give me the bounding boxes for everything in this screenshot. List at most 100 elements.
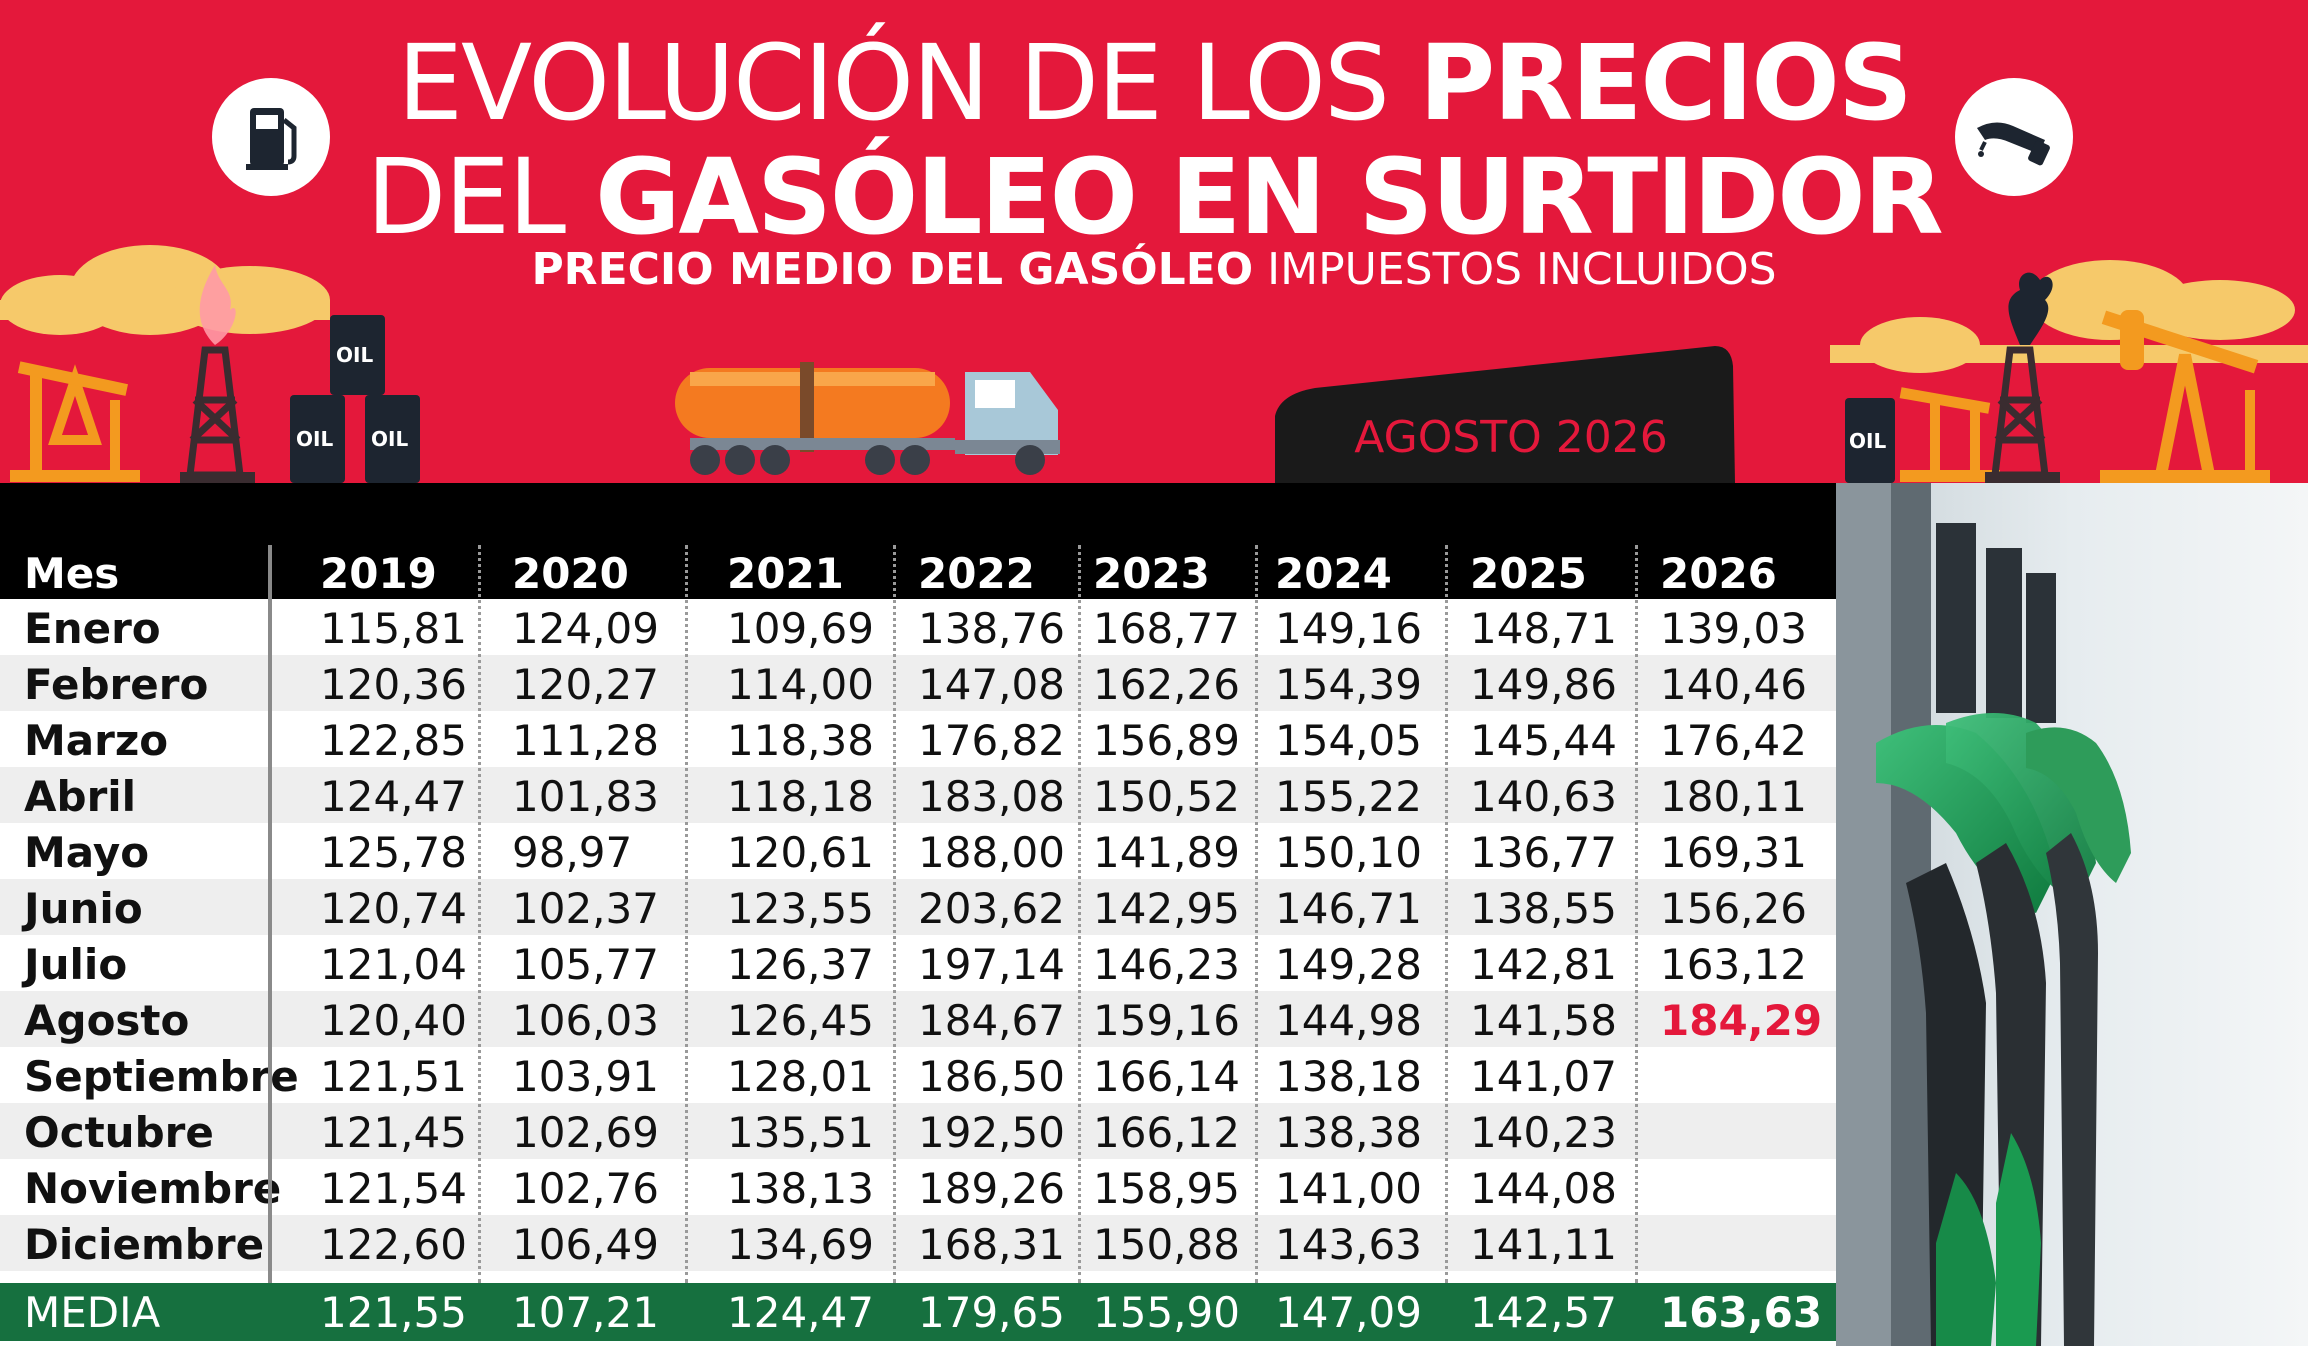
price-cell: 145,44 — [1470, 716, 1617, 765]
price-cell: 120,74 — [320, 884, 467, 933]
price-cell: 143,63 — [1275, 1220, 1422, 1269]
price-cell: 102,76 — [512, 1164, 659, 1213]
price-cell: 169,31 — [1660, 828, 1807, 877]
price-cell: 120,40 — [320, 996, 467, 1045]
subtitle: PRECIO MEDIO DEL GASÓLEO IMPUESTOS INCLU… — [0, 244, 2308, 295]
subtitle-bold: PRECIO MEDIO DEL GASÓLEO — [531, 244, 1254, 295]
price-cell: 154,05 — [1275, 716, 1422, 765]
price-cell: 126,37 — [727, 940, 874, 989]
price-cell: 203,62 — [918, 884, 1065, 933]
price-cell: 162,26 — [1093, 660, 1240, 709]
table-header-row: Mes 2019 2020 2021 2022 2023 2024 2025 2026 — [0, 483, 1836, 599]
price-cell: 166,12 — [1093, 1108, 1240, 1157]
price-cell: 111,28 — [512, 716, 659, 765]
price-cell: 128,01 — [727, 1052, 874, 1101]
page-title-line-1: EVOLUCIÓN DE LOS PRECIOS — [0, 22, 2308, 144]
fuel-pump-icon — [246, 108, 297, 170]
derrick-icon — [186, 346, 244, 479]
price-cell: 141,58 — [1470, 996, 1617, 1045]
price-cell: 158,95 — [1093, 1164, 1240, 1213]
price-cell: 140,63 — [1470, 772, 1617, 821]
price-cell: 183,08 — [918, 772, 1065, 821]
month-cell: Junio — [24, 884, 143, 933]
price-cell: 141,00 — [1275, 1164, 1422, 1213]
price-cell: 144,98 — [1275, 996, 1422, 1045]
price-cell: 188,00 — [918, 828, 1065, 877]
price-cell: 155,22 — [1275, 772, 1422, 821]
price-cell: 140,46 — [1660, 660, 1807, 709]
table-row: Agosto 120,40 106,03 126,45 184,67 159,16 144,… — [0, 991, 1836, 1047]
table-row: Diciembre 122,60 106,49 134,69 168,31 150,88 1… — [0, 1215, 1836, 1271]
price-cell: 192,50 — [918, 1108, 1065, 1157]
derrick-icon — [1991, 346, 2049, 479]
table-row: Abril 124,47 101,83 118,18 183,08 150,52 155,2… — [0, 767, 1836, 823]
table-row: Octubre 121,45 102,69 135,51 192,50 166,12 138… — [0, 1103, 1836, 1159]
table-row: Noviembre 121,54 102,76 138,13 189,26 158,95 1… — [0, 1159, 1836, 1215]
price-cell: 122,85 — [320, 716, 467, 765]
month-cell: Octubre — [24, 1108, 214, 1157]
price-cell: 180,11 — [1660, 772, 1807, 821]
fuel-nozzle-icon — [1977, 122, 2050, 166]
price-cell: 120,61 — [727, 828, 874, 877]
price-cell: 176,82 — [918, 716, 1065, 765]
column-divider — [1635, 545, 1638, 1283]
price-cell: 98,97 — [512, 828, 633, 877]
price-cell: 106,49 — [512, 1220, 659, 1269]
price-cell: 105,77 — [512, 940, 659, 989]
price-cell: 135,51 — [727, 1108, 874, 1157]
price-cell: 140,23 — [1470, 1108, 1617, 1157]
price-cell: 124,47 — [320, 772, 467, 821]
price-cell: 103,91 — [512, 1052, 659, 1101]
price-cell: 138,38 — [1275, 1108, 1422, 1157]
pumpjack-icon — [10, 361, 140, 482]
price-cell: 166,14 — [1093, 1052, 1240, 1101]
oil-barrel-icon — [1845, 398, 1895, 483]
column-divider — [893, 545, 896, 1283]
price-cell: 124,09 — [512, 604, 659, 653]
month-cell: Mayo — [24, 828, 150, 877]
price-cell: 123,55 — [727, 884, 874, 933]
fuel-pump-badge — [212, 78, 330, 196]
price-cell: 142,81 — [1470, 940, 1617, 989]
month-cell: Marzo — [24, 716, 169, 765]
price-cell: 156,89 — [1093, 716, 1240, 765]
title-bold-text: PRECIOS — [1419, 22, 1913, 144]
cloud-icon — [1830, 260, 2308, 373]
title-light-text: EVOLUCIÓN DE LOS — [397, 22, 1420, 144]
price-cell: 197,14 — [918, 940, 1065, 989]
oil-barrel-icon — [290, 315, 420, 483]
price-cell: 186,50 — [918, 1052, 1065, 1101]
column-divider — [268, 545, 272, 1283]
month-cell: Noviembre — [24, 1164, 282, 1213]
column-header: Mes — [24, 549, 120, 598]
media-value: 121,55 — [320, 1288, 467, 1337]
column-divider — [478, 545, 481, 1283]
media-value: 107,21 — [512, 1288, 659, 1337]
month-cell: Enero — [24, 604, 161, 653]
media-value: 142,57 — [1470, 1288, 1617, 1337]
price-cell: 121,04 — [320, 940, 467, 989]
price-cell: 139,03 — [1660, 604, 1807, 653]
price-cell: 138,76 — [918, 604, 1065, 653]
price-cell: 118,38 — [727, 716, 874, 765]
table-row: Septiembre 121,51 103,91 128,01 186,50 166,14… — [0, 1047, 1836, 1103]
price-cell: 150,52 — [1093, 772, 1240, 821]
price-cell: 120,36 — [320, 660, 467, 709]
column-header: 2019 — [320, 549, 437, 598]
price-cell: 126,45 — [727, 996, 874, 1045]
month-cell: Abril — [24, 772, 137, 821]
oil-scenery-illustration: OIL OIL OIL — [0, 245, 2308, 483]
pumpjack-icon — [2100, 310, 2270, 483]
price-cell: 121,45 — [320, 1108, 467, 1157]
price-cell: 148,71 — [1470, 604, 1617, 653]
media-row: MEDIA 121,55 107,21 124,47 179,65 155,90 147,0… — [0, 1283, 1836, 1341]
price-cell: 184,29 — [1660, 996, 1823, 1045]
column-divider — [1445, 545, 1448, 1283]
media-value: 155,90 — [1093, 1288, 1240, 1337]
column-divider — [1255, 545, 1258, 1283]
price-cell: 125,78 — [320, 828, 467, 877]
price-cell: 118,18 — [727, 772, 874, 821]
fuel-nozzle-badge — [1955, 78, 2073, 196]
price-cell: 141,11 — [1470, 1220, 1617, 1269]
price-cell: 163,12 — [1660, 940, 1807, 989]
